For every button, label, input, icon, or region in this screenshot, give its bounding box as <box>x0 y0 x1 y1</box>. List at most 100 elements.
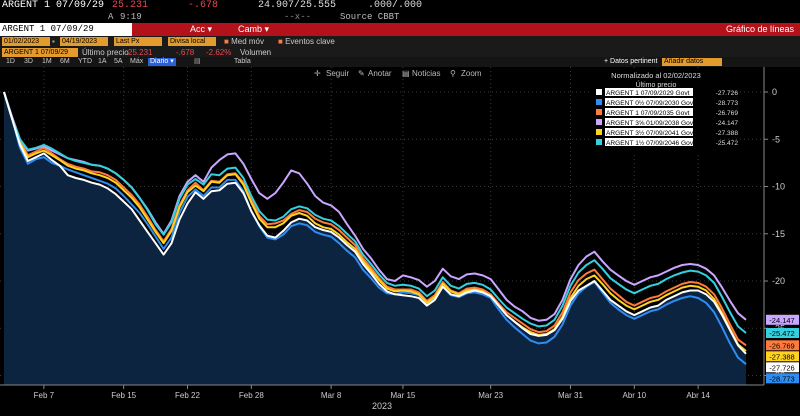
command-bar: ARGENT 1 07/09/29 Acc ▾ Camb ▾ Gráfico d… <box>0 23 800 36</box>
chart-toolbar: ✛ Seguir ✎ Anotar ▤ Noticias ⚲ Zoom <box>314 69 482 78</box>
legend-series-value: -28.773 <box>716 100 739 107</box>
legend-title: Normalizado al 02/02/2023 <box>611 71 701 80</box>
data-pertinent-button[interactable]: + Datos pertinent <box>604 58 658 65</box>
series-line-white <box>3 91 747 355</box>
checkbox-icon: ■ <box>224 37 229 46</box>
x-tick-label: Mar 31 <box>558 391 583 400</box>
x-tick-label: Mar 8 <box>321 391 342 400</box>
end-label-bg <box>766 351 799 362</box>
series-lines <box>3 91 747 365</box>
quote-subheader: A 9:19 --x-- Source CBBT <box>0 12 800 22</box>
legend-security[interactable]: ARGENT 1 07/09/29 <box>2 48 78 57</box>
news-icon: ▤ <box>402 69 410 78</box>
legend-series-value: -27.726 <box>716 90 739 97</box>
legend-series-name: ARGENT 3⅝ 01/09/2038 Govt <box>606 120 695 127</box>
series-line-orange <box>3 91 747 347</box>
x-tick-label: Mar 23 <box>478 391 503 400</box>
period-3d[interactable]: 3D <box>24 58 33 65</box>
add-data-input[interactable]: Añadir datos <box>662 58 722 66</box>
period-1m[interactable]: 1M <box>42 58 52 65</box>
follow-button[interactable]: ✛ Seguir <box>314 69 349 78</box>
moving-average-toggle[interactable]: ■ Med móv <box>224 37 264 46</box>
end-label-bg <box>766 314 799 325</box>
calendar-icon[interactable]: ▪ <box>52 37 55 46</box>
legend-series-name: ARGENT 1 07/09/2029 Govt <box>606 90 690 97</box>
chevron-down-icon: ▾ <box>207 24 213 34</box>
actions-menu[interactable]: Acc ▾ <box>190 24 212 35</box>
news-label: Noticias <box>412 69 440 78</box>
time-flag: A <box>108 12 114 22</box>
end-label-text: -27.726 <box>769 363 794 372</box>
change-menu[interactable]: Camb ▾ <box>238 24 269 35</box>
zoom-icon: ⚲ <box>450 69 456 78</box>
period-bar: 1D 3D 1M 6M YTD 1A 5A Máx Diario ▾ ▤ Tab… <box>0 57 800 67</box>
legend-series-name: ARGENT 1 07/09/2035 Govt <box>606 110 690 117</box>
start-date-field[interactable]: 01/02/2023 <box>2 37 50 46</box>
x-tick-label: Feb 22 <box>175 391 200 400</box>
last-change-value: -.678 <box>176 48 195 57</box>
chart-type-title: Gráfico de líneas <box>725 24 794 34</box>
settings-bar: 01/02/2023 ▪ 04/19/2023 Last Px Divisa l… <box>0 36 800 48</box>
y-tick-label: -15 <box>772 229 785 239</box>
actions-label: Acc <box>190 24 206 34</box>
legend-label-bg <box>605 88 693 96</box>
table-button[interactable]: Tabla <box>234 58 251 65</box>
legend-swatch <box>596 139 602 145</box>
period-ytd[interactable]: YTD <box>78 58 92 65</box>
zoom-button[interactable]: ⚲ Zoom <box>450 69 482 78</box>
frequency-select[interactable]: Diario ▾ <box>148 58 176 66</box>
annotate-button[interactable]: ✎ Anotar <box>358 69 392 78</box>
period-max[interactable]: Máx <box>130 58 144 65</box>
bid-ask-sizes: .000/.000 <box>368 0 423 11</box>
key-events-toggle[interactable]: ■ Eventos clave <box>278 37 335 46</box>
y-tick-label: -5 <box>772 134 780 144</box>
x-tick-label: Abr 10 <box>623 391 647 400</box>
end-label-bg <box>766 373 799 384</box>
x-tick-label: Feb 28 <box>239 391 264 400</box>
last-price-label: Último precio <box>82 48 129 57</box>
annotate-label: Anotar <box>368 69 392 78</box>
time: 9:19 <box>120 12 142 22</box>
period-1a[interactable]: 1A <box>98 58 107 65</box>
x-tick-label: Feb 15 <box>111 391 136 400</box>
follow-label: Seguir <box>326 69 349 78</box>
moving-average-label: Med móv <box>231 37 264 46</box>
bid-ask: 24.907/25.555 <box>258 0 337 11</box>
change-label: Camb <box>238 24 263 34</box>
news-button[interactable]: ▤ Noticias <box>402 69 440 78</box>
legend-swatch <box>596 99 602 105</box>
legend-swatch <box>596 129 602 135</box>
frequency-label: Diario <box>150 58 169 65</box>
series-line-yellow <box>3 91 747 352</box>
legend-series-value: -24.147 <box>716 120 739 127</box>
zoom-label: Zoom <box>461 69 482 78</box>
crosshair-icon: ✛ <box>314 69 321 78</box>
currency-select[interactable]: Divisa local <box>168 37 216 46</box>
series-line-cyan <box>3 91 747 334</box>
legend-label-bg <box>605 98 693 106</box>
separator: --x-- <box>284 12 312 22</box>
legend-series-value: -26.769 <box>716 110 739 117</box>
period-1d[interactable]: 1D <box>6 58 15 65</box>
security-input[interactable]: ARGENT 1 07/09/29 <box>0 23 132 36</box>
end-label-text: -26.769 <box>769 341 794 350</box>
x-axis-ticks: Feb 7 Feb 15 Feb 22 Feb 28 Mar 8 Mar 15 Mar 23… <box>34 385 710 400</box>
price-field-select[interactable]: Last Px <box>114 37 162 46</box>
chart-style-icon[interactable]: ▤ <box>194 58 201 65</box>
legend-subtitle: Último precio <box>636 80 677 89</box>
x-axis-year: 2023 <box>372 401 392 411</box>
price: 25.231 <box>112 0 149 11</box>
period-6m[interactable]: 6M <box>60 58 70 65</box>
key-events-label: Eventos clave <box>285 37 335 46</box>
end-label-bg <box>766 328 799 339</box>
end-label-bg <box>766 340 799 351</box>
pencil-icon: ✎ <box>358 69 365 78</box>
source: Source CBBT <box>340 12 400 22</box>
legend-swatch <box>596 109 602 115</box>
legend-items: ARGENT 1 07/09/2029 Govt -27.726 ARGENT 0½… <box>596 88 738 147</box>
end-date-field[interactable]: 04/19/2023 <box>60 37 108 46</box>
period-5a[interactable]: 5A <box>114 58 123 65</box>
chevron-down-icon: ▾ <box>264 24 270 34</box>
y-tick-label: -20 <box>772 276 785 286</box>
legend-label-bg <box>605 128 693 136</box>
